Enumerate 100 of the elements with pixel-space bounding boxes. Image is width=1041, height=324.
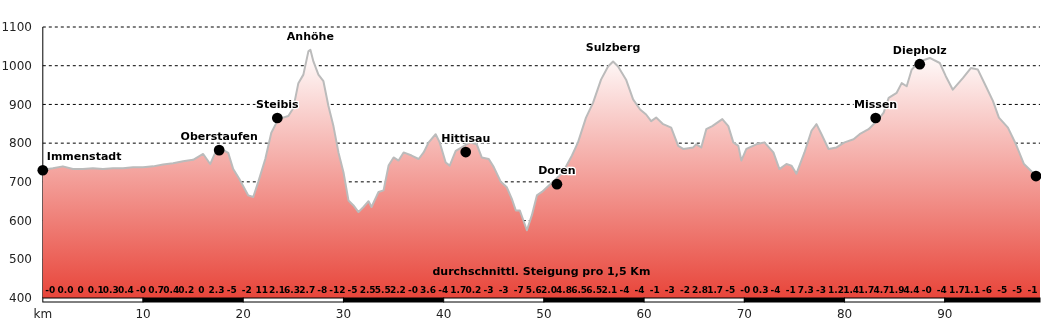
annotation: -5 xyxy=(997,285,1008,295)
annotation: -12 xyxy=(329,285,346,295)
y-tick-label: 800 xyxy=(9,136,32,151)
x-tick-label: 20 xyxy=(235,307,251,321)
annotation: -0 xyxy=(45,285,56,295)
annotation: -6 xyxy=(982,285,993,295)
annotation: 4.4 xyxy=(903,285,920,295)
annotation: 2.5 xyxy=(359,285,376,295)
point xyxy=(213,144,225,156)
annotation: 0.7 xyxy=(148,285,165,295)
annotation: 1.4 xyxy=(843,285,860,295)
annotation: 2.7 xyxy=(299,285,316,295)
annotation: -0 xyxy=(136,285,147,295)
annotation: 1.7 xyxy=(858,285,875,295)
annotation: -3 xyxy=(483,285,494,295)
point xyxy=(1030,170,1041,182)
annotation: 2.0 xyxy=(540,285,557,295)
annotation: Hittisau xyxy=(441,132,491,146)
annotation: -5 xyxy=(1012,285,1023,295)
x-tick-label: km xyxy=(33,307,53,321)
annotation: -5 xyxy=(725,285,736,295)
annotation: Doren xyxy=(538,164,576,178)
point xyxy=(870,112,881,124)
x-tick-label: 40 xyxy=(436,307,452,321)
annotation: Steibis xyxy=(256,97,300,111)
annotation: -1 xyxy=(785,285,796,295)
annotation: Sulzberg xyxy=(585,41,641,55)
annotation: 2.1 xyxy=(269,285,285,295)
x-tick-label: 60 xyxy=(636,307,652,321)
annotation: 6.3 xyxy=(284,285,301,295)
annotation: -2 xyxy=(679,285,690,295)
annotation: 6.5 xyxy=(586,285,603,295)
annotation: 5.5 xyxy=(374,285,391,295)
point xyxy=(460,146,472,158)
annotation: 1.7 xyxy=(450,285,467,295)
annotation: 0.1 xyxy=(87,285,104,295)
annotation: -4 xyxy=(619,285,630,295)
annotation: -4 xyxy=(770,285,781,295)
annotation: 4.8 xyxy=(556,285,573,295)
annotation: -1 xyxy=(1027,285,1038,295)
annotation: 0.3 xyxy=(102,285,119,295)
point xyxy=(914,58,926,70)
annotation: Anhöhe xyxy=(286,29,334,43)
annotation: -3 xyxy=(815,285,826,295)
annotation: Oberstaufen xyxy=(180,130,258,144)
annotation: 0.4 xyxy=(163,285,180,295)
x-tick-label: 50 xyxy=(536,307,552,321)
annotation: durchschnittl. Steigung pro 1,5 Km xyxy=(432,265,651,278)
annotation: 6.5 xyxy=(571,285,588,295)
annotation: 2.2 xyxy=(389,285,406,295)
annotation: -7 xyxy=(513,285,524,295)
point xyxy=(37,164,49,176)
annotation: 11 xyxy=(255,285,269,295)
annotation: 0.0 xyxy=(57,285,74,295)
y-tick-label: 600 xyxy=(9,213,32,228)
annotation: 1.2 xyxy=(828,285,844,295)
annotation: -5 xyxy=(226,285,237,295)
y-tick-label: 400 xyxy=(9,291,32,306)
annotation: -2 xyxy=(241,285,252,295)
annotation: 4.7 xyxy=(873,285,890,295)
annotation: Diepholz xyxy=(892,44,947,58)
annotation: 0.4 xyxy=(117,285,134,295)
y-tick-label: 900 xyxy=(9,97,32,112)
annotation: -8 xyxy=(317,285,328,295)
annotation: -1 xyxy=(649,285,660,295)
point xyxy=(271,112,283,124)
annotation: Missen xyxy=(854,97,898,111)
x-tick-label: 70 xyxy=(736,307,752,321)
annotation: -3 xyxy=(498,285,509,295)
annotation: 1.7 xyxy=(707,285,724,295)
annotation: 1.1 xyxy=(964,285,980,295)
annotation: 5.6 xyxy=(525,285,542,295)
x-tick-label: 80 xyxy=(836,307,853,321)
annotation: 1.7 xyxy=(948,285,965,295)
annotation: 0 xyxy=(198,285,205,295)
y-tick-label: 1000 xyxy=(1,58,32,73)
annotation: 0.3 xyxy=(752,285,769,295)
x-tick-label: 30 xyxy=(335,307,352,321)
annotation: 0.2 xyxy=(465,285,482,295)
annotation: -4 xyxy=(634,285,645,295)
annotation: 3.6 xyxy=(420,285,437,295)
annotation: 2.8 xyxy=(692,285,709,295)
annotation: -0 xyxy=(740,285,751,295)
annotation: -4 xyxy=(936,285,947,295)
x-tick-label: 10 xyxy=(135,307,151,321)
annotation: -0 xyxy=(921,285,932,295)
annotation: 2.1 xyxy=(601,285,618,295)
y-tick-label: 500 xyxy=(9,252,32,267)
annotation: 0 xyxy=(77,285,84,295)
annotation: 0.2 xyxy=(178,285,195,295)
y-tick-label: 700 xyxy=(9,175,32,190)
point xyxy=(551,178,563,190)
annotation: Immenstadt xyxy=(46,150,122,164)
annotation: 7.3 xyxy=(797,285,814,295)
annotation: -4 xyxy=(438,285,449,295)
annotation: -3 xyxy=(664,285,675,295)
x-tick-label: 90 xyxy=(937,307,953,321)
annotation: 1.9 xyxy=(888,285,905,295)
annotation: -5 xyxy=(347,285,358,295)
annotation: 2.3 xyxy=(208,285,225,295)
